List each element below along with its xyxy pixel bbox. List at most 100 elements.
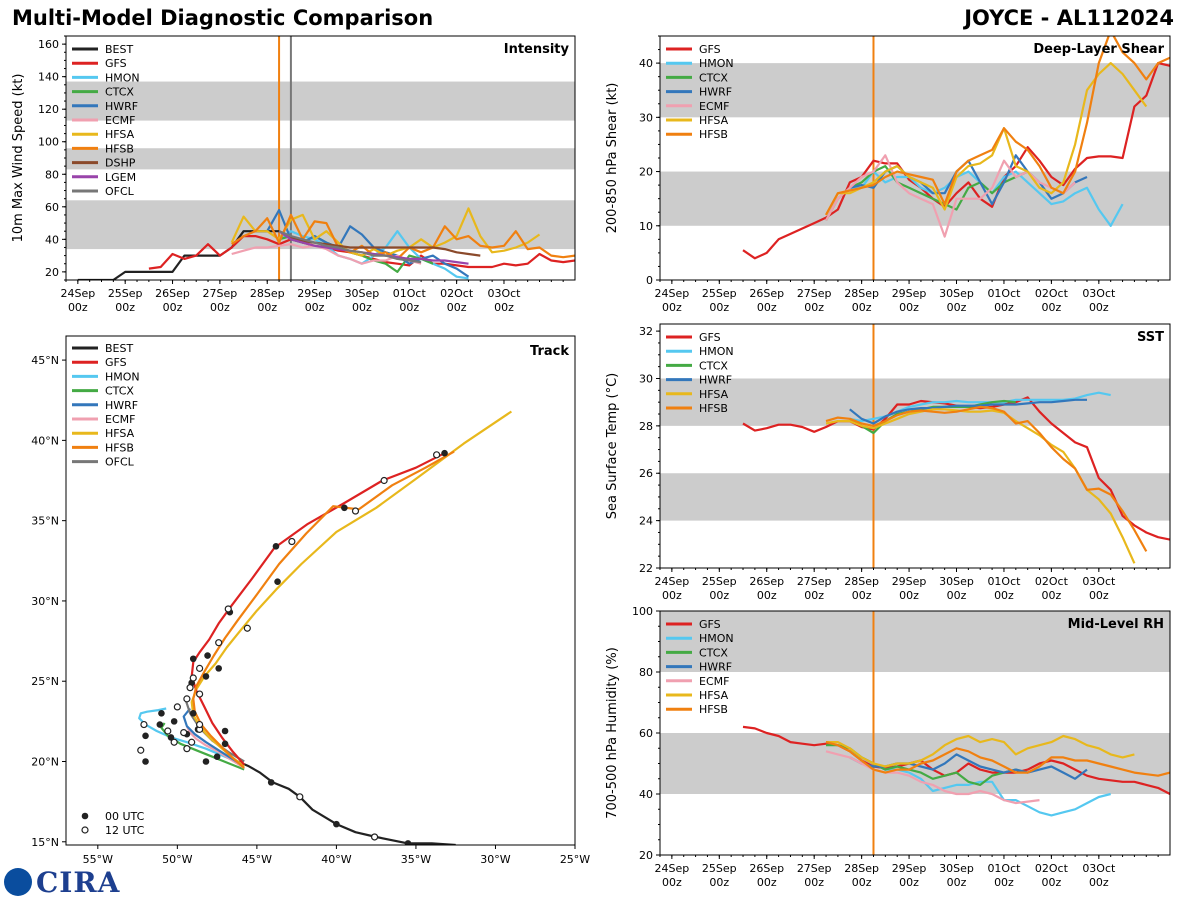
x-tick-label: 30Sep [939,862,974,875]
x-tick-label: 45°W [242,853,272,866]
y-tick-label: 100 [38,136,59,149]
panel-title: Intensity [504,42,570,57]
x-tick-label: 00z [947,301,967,314]
legend-label-hfsb: HFSB [105,142,134,155]
series-ofcl [278,230,422,264]
x-tick-label: 30Sep [345,287,380,300]
x-tick-label: 00z [662,876,682,889]
y-axis-label: 700-500 hPa Humidity (%) [605,647,620,819]
x-tick-label: 00z [899,301,919,314]
track-hwrf [182,707,245,768]
x-tick-label: 02Oct [1035,575,1069,588]
track-point-00utc [341,504,348,512]
legend-label-ecmf: ECMF [699,100,729,113]
legend-label-gfs: GFS [699,331,721,344]
panel-rh: 2040608010024Sep00z25Sep00z26Sep00z27Sep… [605,605,1171,889]
logos: CIRA [4,865,121,899]
y-tick-label: 20 [45,266,59,279]
legend-label-hmon: HMON [105,370,140,383]
x-tick-label: 00z [852,876,872,889]
track-point-12utc [288,537,296,546]
x-tick-label: 03Oct [487,287,521,300]
legend-label-hfsa: HFSA [699,689,729,702]
x-tick-label: 26Sep [749,575,784,588]
track-point-00utc [189,655,197,663]
track-point-00utc [202,758,210,765]
track-point-12utc [370,833,379,841]
y-tick-label: 22 [639,562,653,575]
track-point-12utc [170,738,178,746]
x-tick-label: 25Sep [702,862,737,875]
y-tick-label: 40 [45,233,59,246]
y-tick-label: 40 [639,57,653,70]
y-tick-label: 100 [632,605,653,618]
band-1 [66,148,575,170]
legend-label-hmon: HMON [699,632,734,645]
x-tick-label: 00z [994,301,1014,314]
legend-label-ofcl: OFCL [105,456,135,469]
legend-label-hwrf: HWRF [699,661,732,674]
y-tick-label: 24 [639,515,653,528]
y-tick-label: 40°N [31,434,59,447]
panel-title: SST [1137,330,1164,345]
y-axis-label: 200-850 hPa Shear (kt) [605,83,620,234]
track-point-12utc [196,690,204,698]
band-0 [660,473,1170,521]
x-tick-label: 00z [68,301,88,314]
x-tick-label: 00z [804,589,824,602]
x-tick-label: 00z [1089,589,1109,602]
x-tick-label: 00z [447,301,467,314]
x-tick-label: 00z [804,876,824,889]
track-point-12utc [215,639,223,647]
y-tick-label: 26 [639,467,653,480]
y-tick-label: 25°N [31,675,59,688]
x-tick-label: 00z [899,876,919,889]
legend-label-ctcx: CTCX [699,71,728,84]
x-tick-label: 00z [757,301,777,314]
series-hfsb [231,213,575,260]
track-point-12utc [224,605,232,613]
track-point-00utc [267,779,275,786]
y-tick-label: 15°N [31,836,59,849]
track-point-00utc [204,652,211,659]
track-point-00utc [213,753,221,760]
y-tick-label: 10 [639,220,653,233]
x-tick-label: 28Sep [844,862,879,875]
panel-shear: 01020304024Sep00z25Sep00z26Sep00z27Sep00… [605,35,1171,314]
x-tick-label: 55°W [83,853,113,866]
x-tick-label: 00z [305,301,325,314]
x-tick-label: 00z [1089,876,1109,889]
track-point-12utc [140,720,148,729]
legend-label-hfsb: HFSB [699,703,728,716]
x-tick-label: 30Sep [939,575,974,588]
legend-label-hfsa: HFSA [105,427,135,440]
track-point-12utc [196,720,204,729]
band-1 [660,611,1170,672]
track-point-12utc [137,746,145,754]
legend-label-hwrf: HWRF [699,374,732,387]
legend-label-12utc: 12 UTC [105,824,145,837]
legend-label-ctcx: CTCX [699,359,728,372]
series-hwrf [849,398,1087,425]
x-tick-label: 24Sep [654,287,689,300]
x-tick-label: 24Sep [654,862,689,875]
band-1 [660,63,1170,118]
x-tick-label: 35°W [401,853,431,866]
series-ecmf [231,243,422,265]
band-2 [66,81,575,121]
legend-label-ecmf: ECMF [105,114,135,127]
x-tick-label: 24Sep [60,287,95,300]
cira-logo: CIRA [36,865,121,899]
x-tick-label: 29Sep [892,862,927,875]
track-hmon [138,707,245,766]
x-tick-label: 00z [1042,301,1062,314]
x-tick-label: 30°W [480,853,510,866]
y-tick-label: 30 [639,111,653,124]
x-tick-label: 01Oct [987,287,1021,300]
legend-label-ofcl: OFCL [105,185,135,198]
y-tick-label: 30 [639,372,653,385]
x-tick-label: 00z [709,876,729,889]
x-tick-label: 00z [662,301,682,314]
x-tick-label: 00z [352,301,372,314]
